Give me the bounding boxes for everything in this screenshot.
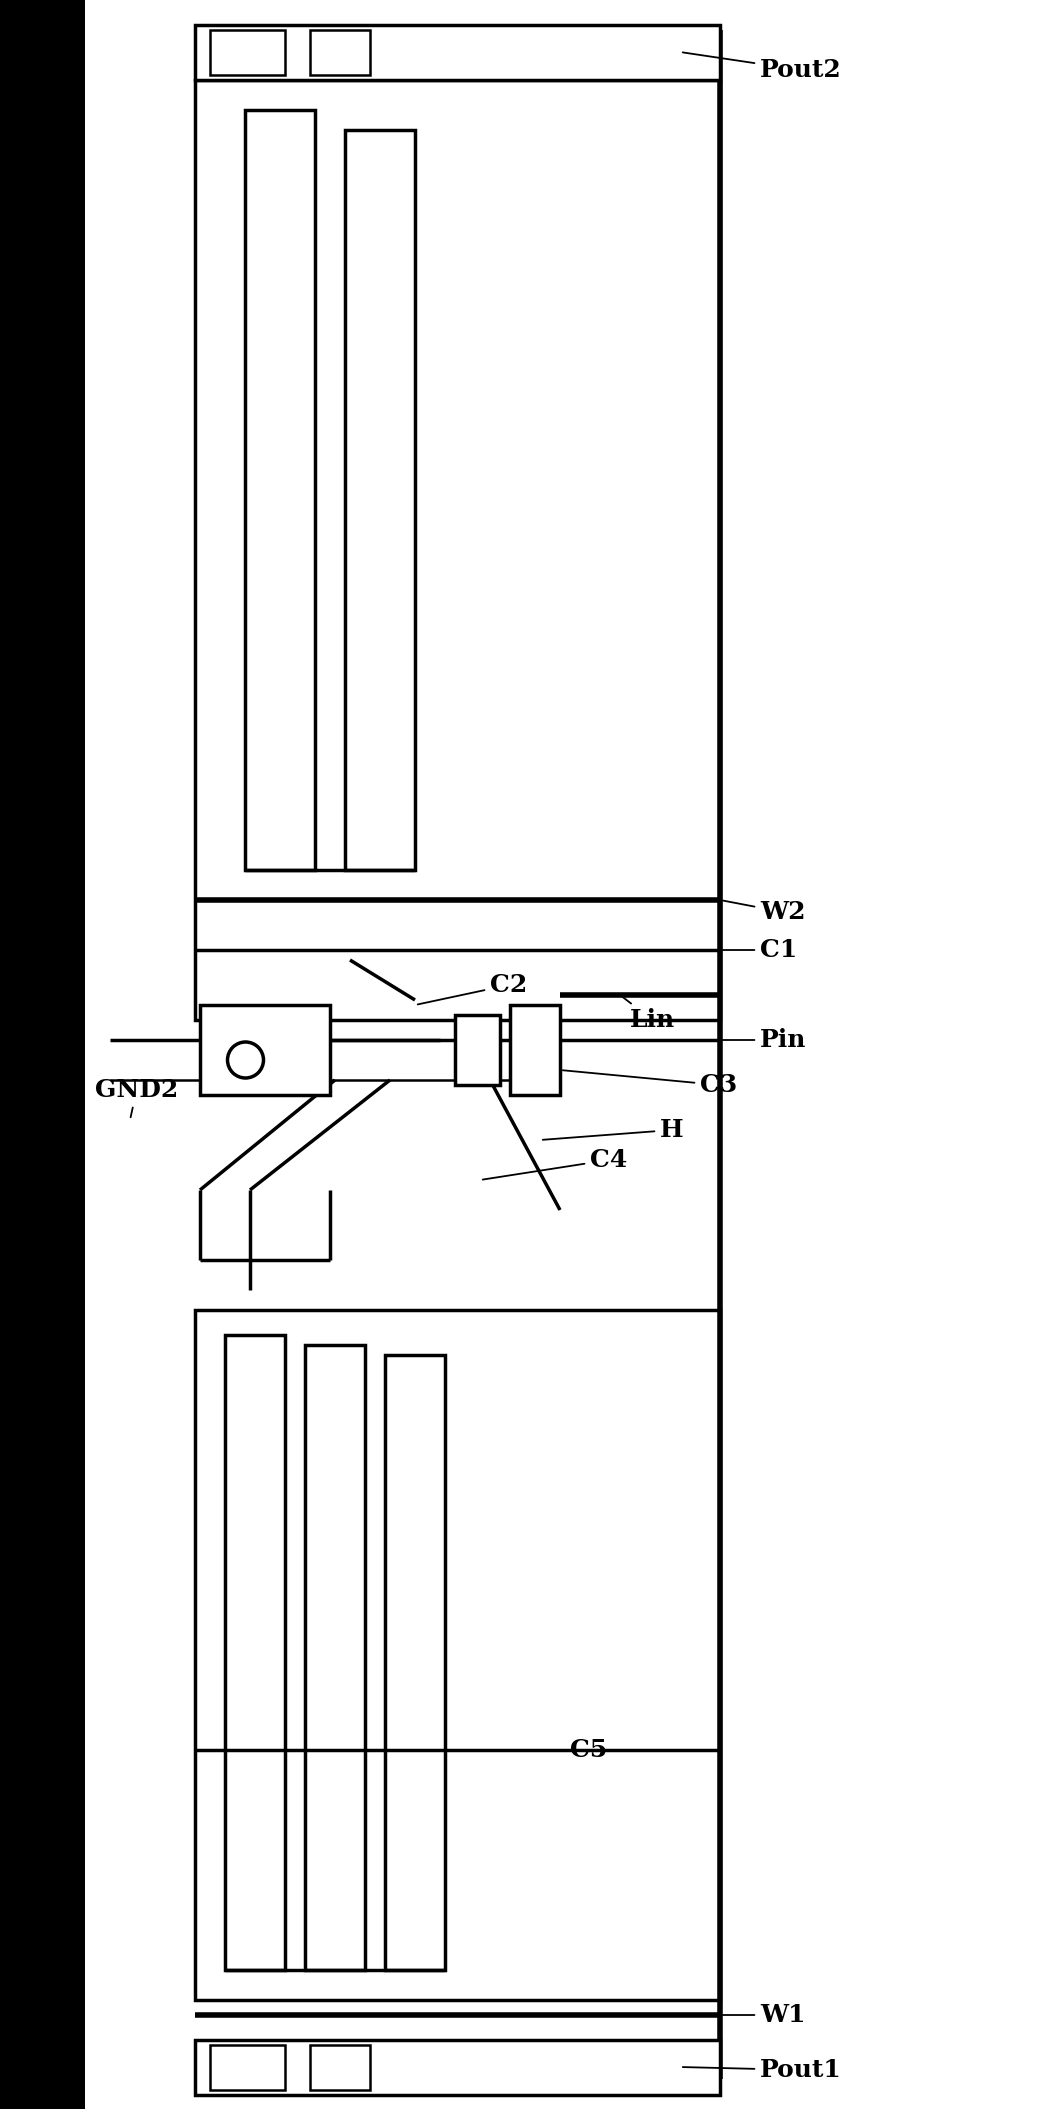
Text: Pin: Pin: [723, 1027, 806, 1052]
Bar: [509, 1006, 560, 1095]
Text: Lin: Lin: [623, 998, 675, 1031]
Bar: [245, 110, 315, 871]
Text: GND2: GND2: [95, 1078, 179, 1118]
Bar: [455, 1014, 500, 1084]
Bar: [194, 25, 720, 80]
Bar: [194, 2039, 720, 2094]
Text: C5: C5: [533, 1738, 608, 1761]
Text: H: H: [543, 1118, 684, 1141]
Bar: [305, 1346, 365, 1970]
Bar: [385, 1354, 445, 1970]
Bar: [345, 131, 415, 871]
Bar: [200, 1006, 330, 1095]
Text: C3: C3: [562, 1069, 737, 1097]
Text: W1: W1: [723, 2004, 805, 2027]
Text: C2: C2: [418, 972, 527, 1004]
Text: W2: W2: [723, 901, 805, 924]
Bar: [0, 0, 85, 2109]
Bar: [225, 1335, 285, 1970]
Bar: [210, 2046, 285, 2090]
Text: Pout2: Pout2: [683, 53, 841, 82]
Bar: [210, 30, 285, 76]
Text: C4: C4: [483, 1147, 627, 1179]
Bar: [310, 2046, 370, 2090]
Text: C1: C1: [723, 939, 797, 962]
Bar: [310, 30, 370, 76]
Text: Pout1: Pout1: [683, 2058, 841, 2082]
Bar: [194, 80, 720, 1021]
Bar: [194, 1310, 720, 1999]
